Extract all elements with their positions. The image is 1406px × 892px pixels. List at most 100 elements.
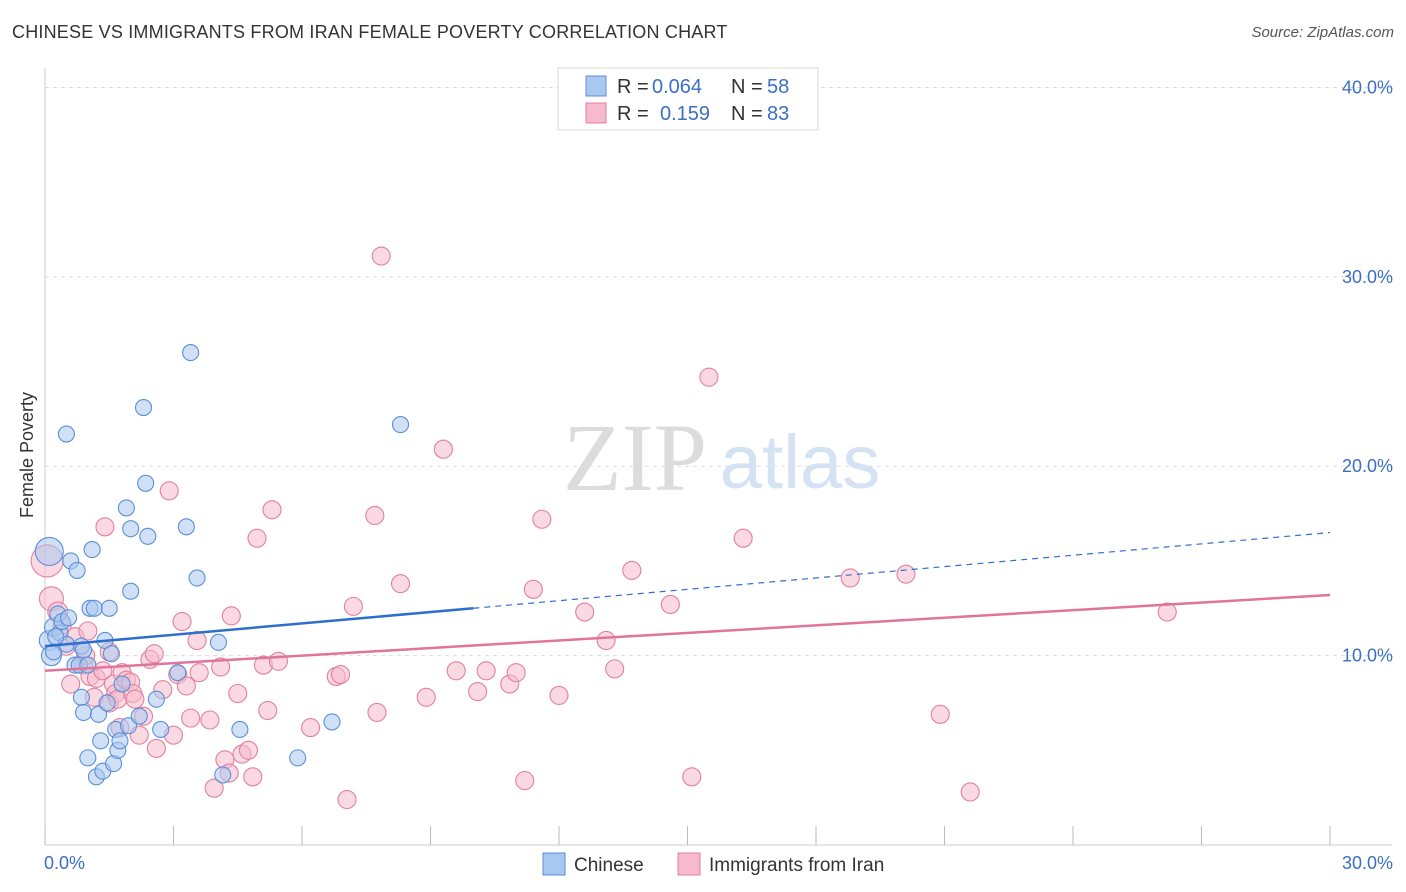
- chinese-point-20: [79, 749, 97, 767]
- iran-point-77: [605, 659, 625, 679]
- bottom-legend-label-iran: Immigrants from Iran: [709, 855, 884, 876]
- chinese-point-56: [47, 628, 65, 646]
- iran-point-25: [125, 689, 145, 709]
- legend-swatch-chinese: [585, 75, 607, 97]
- chinese-point-42: [137, 474, 155, 492]
- iran-point-81: [699, 367, 719, 387]
- iran-point-52: [258, 700, 278, 721]
- chinese-point-9: [57, 425, 75, 443]
- chinese-point-54: [323, 713, 341, 731]
- iran-point-67: [468, 682, 488, 702]
- legend-n-label-chinese: N =: [731, 76, 763, 98]
- iran-point-45: [221, 606, 241, 626]
- bottom-legend-swatch-chinese: [542, 852, 566, 876]
- legend-r-value-chinese: 0.064: [652, 76, 702, 98]
- iran-point-68: [476, 661, 496, 681]
- chinese-point-41: [134, 398, 153, 417]
- iran-point-14: [95, 517, 115, 537]
- y-tick-label-2: 30.0%: [1342, 267, 1393, 287]
- chinese-point-38: [122, 582, 140, 600]
- iran-point-83: [840, 568, 860, 588]
- y-tick-label-0: 10.0%: [1342, 646, 1393, 666]
- chinese-point-45: [152, 720, 170, 739]
- bottom-legend: Chinese Immigrants from Iran: [542, 852, 884, 876]
- chinese-point-55: [391, 416, 410, 434]
- gridlines: [45, 86, 1392, 657]
- iran-point-71: [515, 771, 535, 791]
- iran-point-64: [416, 687, 436, 707]
- chinese-point-29: [98, 694, 116, 712]
- watermark-zip: ZIP: [563, 404, 707, 511]
- chinese-trend-extension: [473, 531, 1331, 609]
- iran-point-48: [238, 740, 259, 760]
- watermark-atlas: atlas: [720, 420, 881, 505]
- legend-r-label-iran: R =: [617, 103, 649, 125]
- chinese-point-43: [139, 527, 157, 545]
- iran-point-86: [960, 782, 980, 802]
- iran-point-5: [61, 674, 81, 694]
- y-tick-label-3: 40.0%: [1342, 77, 1393, 97]
- chinese-point-52: [231, 720, 249, 739]
- iran-point-74: [549, 685, 569, 705]
- chinese-point-53: [289, 749, 307, 767]
- trend-lines: [44, 531, 1331, 673]
- chinese-point-40: [130, 707, 148, 725]
- legend-n-value-iran: 83: [767, 103, 789, 125]
- iran-point-65: [433, 439, 453, 459]
- axes: [44, 68, 1392, 846]
- iran-point-30: [146, 738, 166, 758]
- chinese-point-19: [79, 656, 97, 674]
- iran-point-37: [181, 708, 201, 728]
- iran-point-76: [596, 630, 616, 651]
- chart-source: Source: ZipAtlas.com: [1251, 24, 1394, 41]
- iran-point-42: [211, 657, 231, 677]
- bottom-legend-label-chinese: Chinese: [574, 855, 644, 876]
- iran-point-87: [1157, 602, 1177, 622]
- iran-point-57: [330, 665, 351, 685]
- chinese-point-34: [111, 732, 129, 750]
- chinese-point-13: [68, 561, 86, 579]
- legend-n-value-chinese: 58: [767, 76, 789, 98]
- chinese-point-39: [122, 520, 140, 538]
- iran-trend-line: [44, 593, 1331, 673]
- iran-point-53: [262, 500, 282, 520]
- chinese-point-50: [209, 633, 228, 651]
- legend-swatch-iran: [585, 102, 607, 124]
- chinese-point-25: [89, 705, 108, 723]
- chinese-point-47: [177, 518, 195, 536]
- chinese-point-35: [113, 675, 131, 693]
- chinese-point-36: [117, 499, 135, 517]
- tick-labels: 10.0% 20.0% 30.0% 40.0% 0.0% 30.0%: [44, 77, 1393, 873]
- iran-point-80: [682, 767, 702, 787]
- y-axis-title: Female Poverty: [17, 392, 37, 518]
- iran-point-75: [575, 602, 595, 622]
- iran-point-73: [532, 509, 552, 529]
- iran-point-9: [78, 621, 98, 641]
- chinese-point-48: [182, 344, 200, 362]
- iran-point-40: [200, 710, 220, 730]
- iran-point-29: [144, 644, 164, 664]
- chinese-point-15: [72, 688, 90, 706]
- iran-point-70: [506, 663, 526, 683]
- iran-point-63: [390, 574, 411, 594]
- chinese-trend-line: [44, 607, 474, 648]
- legend-box: R = 0.064 N = 58 R = 0.159 N = 83: [557, 67, 819, 131]
- iran-point-46: [228, 683, 248, 704]
- chart-title: CHINESE VS IMMIGRANTS FROM IRAN FEMALE P…: [12, 22, 728, 42]
- iran-point-36: [176, 676, 196, 696]
- chinese-point-17: [75, 703, 93, 721]
- iran-point-55: [301, 718, 321, 738]
- iran-point-35: [172, 611, 192, 632]
- x-tick-label-0: 0.0%: [44, 853, 85, 873]
- iran-point-82: [733, 528, 753, 548]
- iran-point-41: [204, 778, 224, 798]
- chinese-point-46: [169, 664, 187, 682]
- chinese-point-10: [60, 609, 78, 627]
- series-iran-points: [30, 246, 1177, 810]
- chinese-point-44: [147, 690, 165, 708]
- chinese-point-37: [119, 717, 138, 735]
- y-tick-label-1: 20.0%: [1342, 456, 1393, 476]
- chinese-point-57: [102, 645, 120, 663]
- iran-point-32: [159, 481, 179, 501]
